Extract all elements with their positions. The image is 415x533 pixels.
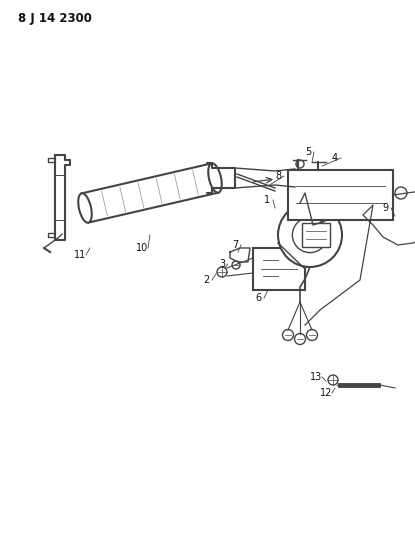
Circle shape — [217, 267, 227, 277]
Text: 1: 1 — [264, 195, 270, 205]
Circle shape — [395, 187, 407, 199]
Polygon shape — [82, 164, 218, 223]
Circle shape — [307, 329, 317, 341]
Ellipse shape — [208, 163, 222, 192]
Text: 10: 10 — [136, 243, 148, 253]
Text: 4: 4 — [332, 153, 338, 163]
Text: 13: 13 — [310, 372, 322, 382]
Bar — [288, 170, 393, 220]
Bar — [302, 223, 330, 247]
Circle shape — [296, 160, 304, 168]
Circle shape — [278, 203, 342, 267]
Text: 5: 5 — [305, 147, 311, 157]
Text: 8: 8 — [275, 171, 281, 181]
Circle shape — [232, 261, 240, 269]
Circle shape — [328, 375, 338, 385]
Circle shape — [283, 329, 293, 341]
Text: 3: 3 — [219, 259, 225, 269]
Text: 7: 7 — [232, 240, 238, 250]
Circle shape — [293, 217, 327, 253]
Ellipse shape — [78, 193, 92, 223]
Text: 11: 11 — [74, 250, 86, 260]
Text: 8 J 14 2300: 8 J 14 2300 — [18, 12, 92, 25]
Text: 12: 12 — [320, 388, 332, 398]
Text: 2: 2 — [203, 275, 209, 285]
Text: 9: 9 — [382, 203, 388, 213]
Circle shape — [295, 334, 305, 344]
Bar — [253, 248, 305, 290]
Text: 6: 6 — [255, 293, 261, 303]
